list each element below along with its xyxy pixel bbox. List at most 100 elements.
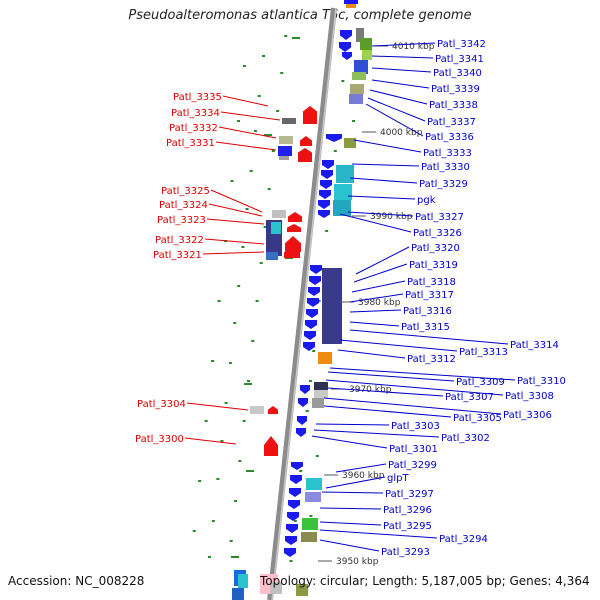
forward-gene-box (356, 28, 364, 42)
gc-dash (231, 556, 239, 558)
forward-gene-arrow (298, 398, 308, 407)
gc-tick (242, 65, 246, 67)
reverse-gene-box (238, 574, 248, 588)
reverse-gene-box (232, 588, 244, 600)
reverse-label-leader (186, 402, 249, 411)
forward-gene-arrow (307, 298, 319, 307)
forward-label-leader (355, 246, 410, 275)
forward-gene-label: Patl_3295 (383, 521, 432, 532)
gc-tick (333, 150, 337, 152)
forward-label-leader (325, 379, 504, 396)
gc-tick (253, 130, 257, 132)
gc-tick (284, 35, 288, 37)
forward-label-leader (319, 529, 438, 539)
forward-gene-label: Patl_3338 (429, 100, 478, 111)
reverse-gene-box (250, 406, 264, 414)
forward-gene-arrow (287, 512, 299, 521)
forward-gene-arrow (285, 536, 297, 545)
forward-gene-label: Patl_3319 (409, 260, 458, 271)
reverse-gene-arrow (303, 106, 317, 118)
gc-tick (246, 380, 250, 382)
reverse-gene-box (284, 252, 300, 258)
forward-gene-label: Patl_3336 (425, 132, 474, 143)
forward-gene-arrow (305, 320, 317, 329)
forward-gene-label: Patl_3308 (505, 391, 554, 402)
reverse-gene-arrow (288, 212, 302, 222)
reverse-gene-arrow (264, 436, 278, 456)
gc-tick (192, 530, 196, 532)
gc-tick (230, 180, 234, 182)
gc-tick (251, 340, 255, 342)
forward-gene-box (312, 398, 324, 408)
forward-gene-arrow (300, 385, 310, 394)
gc-tick (263, 226, 267, 228)
forward-gene-box (301, 532, 317, 542)
forward-label-leader (351, 163, 420, 167)
forward-label-leader (371, 42, 436, 47)
forward-gene-box (354, 60, 368, 74)
forward-gene-box (322, 268, 342, 344)
forward-gene-label: Patl_3310 (517, 376, 566, 387)
kbp-tick-label: 3950 kbp (336, 557, 379, 567)
reverse-label-leader (218, 126, 277, 139)
map-title: Pseudoalteromonas atlantica T6c, complet… (128, 8, 472, 23)
forward-gene-box (318, 352, 332, 364)
gc-tick (305, 410, 309, 412)
forward-label-leader (323, 397, 502, 415)
gc-tick (237, 120, 241, 122)
reverse-gene-label: Patl_3325 (161, 186, 210, 197)
forward-gene-label: Patl_3330 (421, 162, 470, 173)
forward-gene-box (302, 518, 318, 530)
kbp-tick-label: 3960 kbp (342, 471, 385, 481)
gene-features-layer (232, 0, 372, 600)
forward-gene-box (336, 165, 354, 183)
forward-gene-arrow (297, 416, 307, 425)
gc-tick (262, 55, 266, 57)
gc-tick (341, 80, 345, 82)
forward-gene-label: Patl_3337 (427, 117, 476, 128)
forward-label-leader (347, 195, 416, 200)
forward-label-leader (319, 539, 380, 552)
forward-gene-box (334, 184, 352, 200)
gc-tick (233, 322, 237, 324)
reverse-label-leader (220, 111, 281, 121)
forward-gene-label: Patl_3340 (433, 68, 482, 79)
forward-label-leader (339, 213, 412, 233)
reverse-gene-box (278, 146, 292, 156)
gc-tick (245, 208, 249, 210)
forward-label-leader (349, 309, 402, 313)
forward-gene-label: Patl_3313 (459, 347, 508, 358)
forward-gene-arrow (303, 342, 315, 351)
forward-gene-label: Patl_3329 (419, 179, 468, 190)
forward-gene-box (360, 38, 372, 50)
gc-tick (289, 560, 293, 562)
forward-gene-label: Patl_3299 (388, 460, 437, 471)
forward-gene-label: Patl_3309 (456, 377, 505, 388)
reverse-gene-label: Patl_3331 (166, 138, 215, 149)
gc-tick (249, 170, 253, 172)
forward-label-leader (365, 103, 424, 137)
forward-label-leader (311, 435, 388, 449)
forward-gene-arrow (339, 42, 351, 52)
accession-text: Accession: NC_008228 (8, 574, 145, 588)
kbp-tick-label: 3980 kbp (358, 298, 401, 308)
reverse-label-leader (206, 218, 265, 225)
gc-tick (325, 230, 329, 232)
gc-tick (198, 480, 202, 482)
kbp-tick-label: 4010 kbp (392, 42, 435, 52)
forward-label-leader (319, 521, 382, 526)
forward-gene-label: Patl_3293 (381, 547, 430, 558)
reverse-label-leader (222, 95, 269, 107)
forward-gene-arrow (306, 309, 318, 318)
reverse-label-leader (202, 251, 265, 255)
kbp-ticks-layer: 4010 kbp 4000 kbp 3990 kbp 3980 kbp 3970 kbp… (318, 42, 435, 567)
forward-label-leader (371, 79, 430, 89)
reverse-gene-box (266, 252, 278, 260)
gc-dash (246, 470, 254, 472)
gc-dash (244, 383, 252, 385)
forward-gene-label: Patl_3315 (401, 322, 450, 333)
forward-gene-box (300, 546, 314, 554)
forward-gene-label: Patl_3318 (407, 277, 456, 288)
forward-gene-label: pgk (417, 195, 436, 206)
forward-gene-label: Patl_3296 (383, 505, 432, 516)
